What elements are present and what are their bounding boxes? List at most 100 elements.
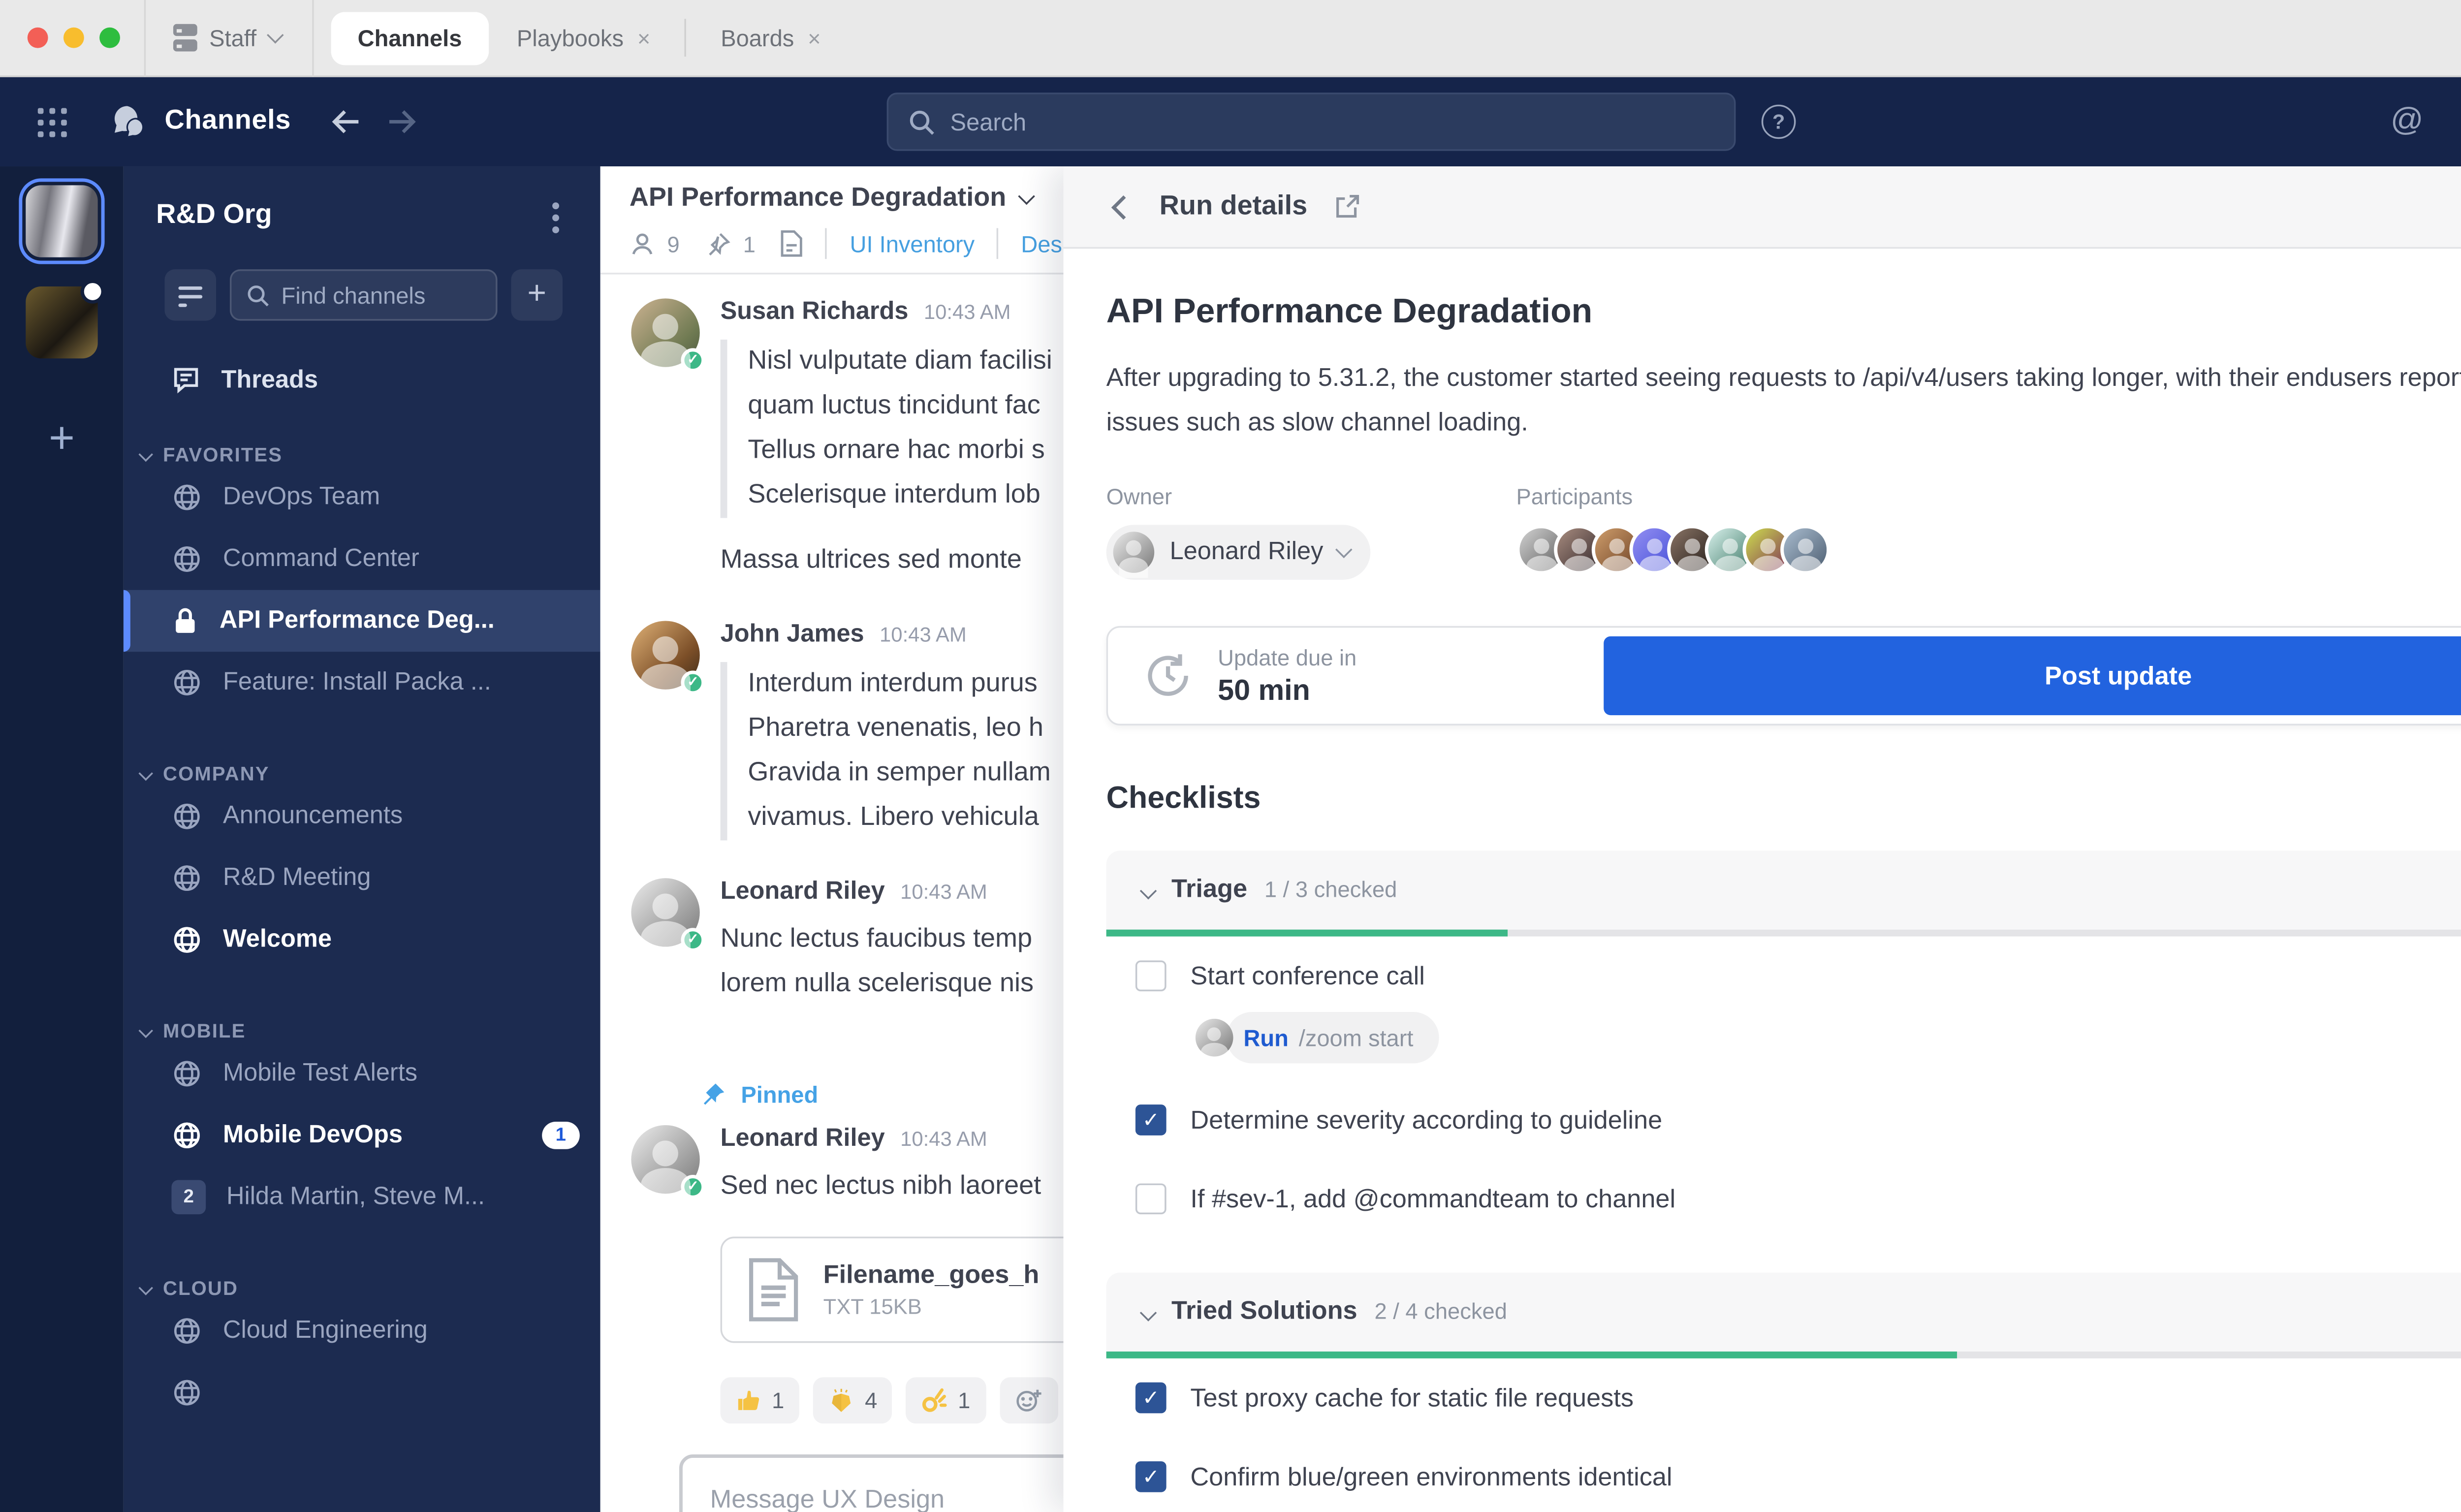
maximize-window-icon[interactable] — [99, 27, 120, 48]
sidebar-item-welcome[interactable]: Welcome — [124, 909, 600, 971]
pin-icon[interactable] — [705, 231, 731, 256]
tab-label: Boards — [721, 25, 794, 51]
checklist-item: Determine severity according to guidelin… — [1106, 1080, 2461, 1159]
sidebar-section-cloud: CLOUD Cloud Engineering — [124, 1280, 600, 1424]
update-due-label: Update due in — [1218, 644, 1357, 670]
message: John James 10:43 AM Interdum interdum pu… — [631, 621, 1063, 841]
tab-playbooks[interactable]: Playbooks × — [489, 11, 678, 64]
message-author[interactable]: Leonard Riley — [720, 878, 885, 906]
checkbox-checked[interactable] — [1135, 1382, 1167, 1414]
window-controls[interactable] — [0, 27, 144, 48]
message-line: lorem nulla scelerisque nis — [720, 969, 1034, 999]
checklist-header[interactable]: Tried Solutions 2 / 4 checked — [1106, 1272, 2461, 1352]
sidebar-item-mobile-devops[interactable]: Mobile DevOps 1 — [124, 1104, 600, 1166]
checkbox-checked[interactable] — [1135, 1104, 1167, 1135]
channel-label: Hilda Martin, Steve M... — [226, 1183, 485, 1211]
run-command-label[interactable]: Run — [1243, 1025, 1289, 1051]
channel-link-ui-inventory[interactable]: UI Inventory — [850, 230, 975, 256]
chevron-down-icon — [266, 27, 283, 44]
minimize-window-icon[interactable] — [63, 27, 84, 48]
checklist-progress-bar — [1106, 929, 2461, 937]
add-reaction-button[interactable] — [999, 1377, 1058, 1424]
file-attachment[interactable]: Filename_goes_h TXT 15KB — [720, 1236, 1064, 1343]
search-icon — [247, 284, 269, 306]
slash-command-row: Run /zoom start — [1195, 1011, 2461, 1064]
external-link-icon[interactable] — [1335, 194, 1360, 220]
back-arrow-icon[interactable] — [329, 108, 360, 136]
section-header[interactable]: MOBILE — [124, 1022, 600, 1043]
channel-label: Command Center — [223, 545, 419, 573]
sidebar-item-api-performance[interactable]: API Performance Deg... — [123, 590, 600, 652]
sidebar-item-devops-team[interactable]: DevOps Team — [124, 467, 600, 528]
participants-avatars[interactable] — [1516, 525, 1830, 575]
add-team-button[interactable]: + — [48, 411, 75, 463]
forward-arrow-icon[interactable] — [387, 108, 418, 136]
sidebar-item-feature-install[interactable]: Feature: Install Packa ... — [124, 652, 600, 713]
team-icon-unread[interactable] — [26, 280, 105, 359]
ok-hand-icon — [922, 1387, 948, 1413]
reaction-clap[interactable]: 4 — [813, 1377, 893, 1424]
channel-title-menu[interactable]: API Performance Degradation — [630, 184, 1064, 215]
sidebar-item-mobile-test-alerts[interactable]: Mobile Test Alerts — [124, 1043, 600, 1104]
team-name[interactable]: R&D Org — [156, 200, 272, 230]
message-author[interactable]: Susan Richards — [720, 298, 909, 326]
avatar[interactable] — [631, 298, 705, 373]
sidebar-item-command-center[interactable]: Command Center — [124, 528, 600, 590]
sidebar-item-group-dm[interactable]: 2 Hilda Martin, Steve M... — [124, 1166, 600, 1228]
globe-icon — [171, 1120, 202, 1151]
section-header[interactable]: COMPANY — [124, 765, 600, 786]
close-tab-icon[interactable]: × — [637, 25, 651, 51]
tab-boards[interactable]: Boards × — [693, 11, 848, 64]
slash-command-text: /zoom start — [1298, 1025, 1414, 1051]
checkbox-unchecked[interactable] — [1135, 1183, 1167, 1215]
run-name: API Performance Degradation — [1106, 293, 1593, 331]
section-header[interactable]: CLOUD — [124, 1280, 600, 1300]
sidebar-item-cloud-engineering[interactable]: Cloud Engineering — [124, 1300, 600, 1361]
channel-link-truncated[interactable]: Des — [1021, 230, 1062, 256]
section-title: COMPANY — [163, 765, 270, 786]
help-icon[interactable]: ? — [1761, 104, 1796, 139]
find-channels-input[interactable]: Find channels — [229, 269, 498, 321]
section-header[interactable]: FAVORITES — [124, 446, 600, 467]
global-search-input[interactable]: Search — [886, 93, 1736, 151]
global-header: Channels Search ? @ — [0, 77, 2461, 167]
close-window-icon[interactable] — [27, 27, 48, 48]
document-icon[interactable] — [781, 230, 803, 257]
checklist-item: Confirm blue/green environments identica… — [1106, 1437, 2461, 1512]
post-update-button[interactable]: Post update — [1604, 636, 2461, 716]
sidebar-section-company: COMPANY Announcements R&D Meeting Welcom… — [124, 765, 600, 971]
checklist-header[interactable]: Triage 1 / 3 checked — [1106, 850, 2461, 930]
mentions-icon[interactable]: @ — [2390, 103, 2424, 139]
workspace-label: Staff — [209, 25, 257, 51]
sidebar-item-announcements[interactable]: Announcements — [124, 786, 600, 847]
message-author[interactable]: Leonard Riley — [720, 1125, 885, 1153]
back-chevron-icon[interactable] — [1111, 194, 1136, 219]
team-icon-active[interactable] — [18, 177, 106, 265]
tab-channels[interactable]: Channels — [330, 11, 490, 64]
avatar[interactable] — [631, 1125, 705, 1199]
reaction-ok-hand[interactable]: 1 — [906, 1377, 986, 1424]
add-channel-button[interactable]: + — [511, 269, 563, 321]
avatar[interactable] — [631, 621, 705, 695]
checklist-progress-bar — [1106, 1351, 2461, 1358]
sidebar-item-partial[interactable] — [124, 1362, 600, 1423]
reaction-thumbs-up[interactable]: 1 — [720, 1377, 800, 1424]
message-line: Massa ultrices sed monte — [720, 545, 1022, 575]
team-menu-kebab-icon[interactable] — [552, 202, 560, 210]
checkbox-unchecked[interactable] — [1135, 960, 1167, 992]
workspace-switcher[interactable]: Staff — [146, 24, 311, 52]
run-command-chip[interactable]: Run /zoom start — [1226, 1011, 1439, 1064]
message-composer[interactable]: Message UX Design — [679, 1454, 1064, 1512]
sidebar-item-rd-meeting[interactable]: R&D Meeting — [124, 847, 600, 909]
avatar[interactable] — [631, 878, 705, 952]
channel-filter-button[interactable] — [164, 269, 217, 321]
close-tab-icon[interactable]: × — [808, 25, 821, 51]
divider — [685, 19, 687, 57]
message-author[interactable]: John James — [720, 621, 864, 649]
sidebar-item-threads[interactable]: Threads — [124, 321, 600, 395]
checkbox-checked[interactable] — [1135, 1461, 1167, 1492]
members-icon[interactable] — [630, 231, 655, 256]
owner-selector[interactable]: Leonard Riley — [1106, 525, 1371, 580]
apps-grid-icon[interactable] — [37, 107, 67, 137]
participant-avatar[interactable] — [1780, 525, 1830, 575]
